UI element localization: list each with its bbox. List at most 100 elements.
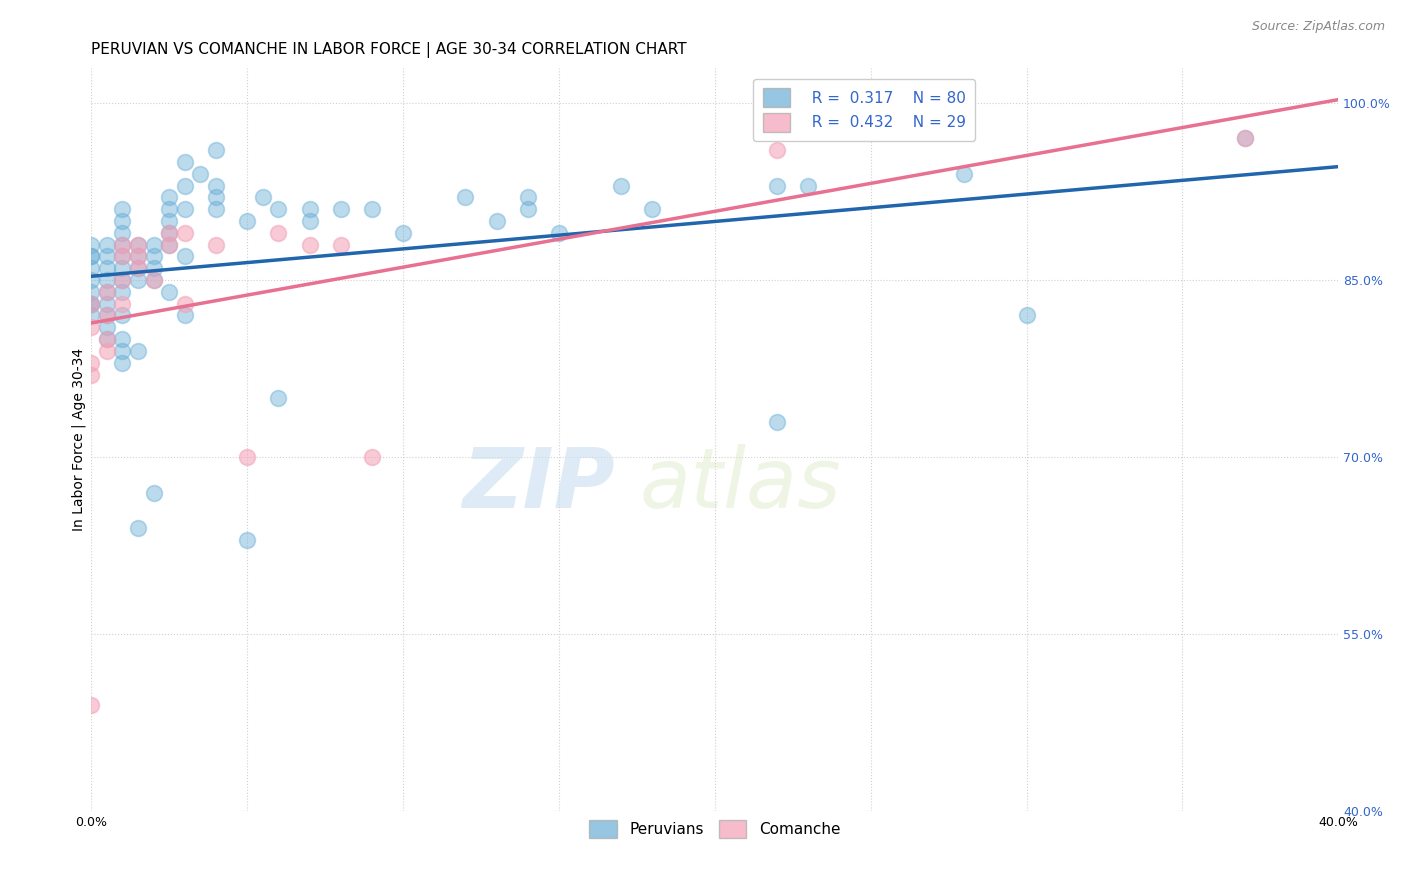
Point	[96, 296, 118, 310]
Point	[157, 237, 180, 252]
Point	[142, 485, 165, 500]
Text: ZIP: ZIP	[463, 443, 614, 524]
Point	[953, 167, 976, 181]
Point	[1015, 309, 1038, 323]
Point	[267, 202, 290, 217]
Point	[96, 332, 118, 346]
Point	[80, 237, 103, 252]
Point	[1233, 131, 1256, 145]
Point	[454, 190, 477, 204]
Point	[236, 214, 259, 228]
Point	[96, 320, 118, 334]
Point	[127, 250, 149, 264]
Point	[80, 309, 103, 323]
Point	[96, 285, 118, 299]
Point	[127, 521, 149, 535]
Point	[111, 343, 134, 358]
Point	[111, 226, 134, 240]
Point	[111, 356, 134, 370]
Point	[96, 250, 118, 264]
Point	[96, 343, 118, 358]
Point	[111, 273, 134, 287]
Point	[80, 296, 103, 310]
Point	[516, 202, 538, 217]
Point	[127, 261, 149, 276]
Point	[157, 202, 180, 217]
Point	[111, 237, 134, 252]
Point	[329, 202, 352, 217]
Point	[173, 250, 195, 264]
Point	[252, 190, 274, 204]
Point	[96, 309, 118, 323]
Point	[111, 296, 134, 310]
Text: Source: ZipAtlas.com: Source: ZipAtlas.com	[1251, 20, 1385, 33]
Point	[1233, 131, 1256, 145]
Point	[267, 226, 290, 240]
Point	[111, 332, 134, 346]
Point	[96, 261, 118, 276]
Point	[298, 202, 321, 217]
Point	[142, 273, 165, 287]
Point	[173, 296, 195, 310]
Point	[766, 415, 789, 429]
Point	[360, 450, 382, 464]
Point	[142, 237, 165, 252]
Point	[205, 237, 228, 252]
Point	[127, 273, 149, 287]
Point	[111, 250, 134, 264]
Point	[205, 143, 228, 157]
Point	[80, 250, 103, 264]
Point	[96, 332, 118, 346]
Point	[329, 237, 352, 252]
Text: PERUVIAN VS COMANCHE IN LABOR FORCE | AGE 30-34 CORRELATION CHART: PERUVIAN VS COMANCHE IN LABOR FORCE | AG…	[91, 42, 688, 58]
Point	[111, 202, 134, 217]
Point	[80, 285, 103, 299]
Point	[142, 250, 165, 264]
Point	[610, 178, 633, 193]
Point	[80, 273, 103, 287]
Point	[96, 309, 118, 323]
Point	[267, 391, 290, 405]
Point	[298, 214, 321, 228]
Point	[236, 533, 259, 547]
Point	[96, 237, 118, 252]
Point	[80, 698, 103, 712]
Point	[392, 226, 415, 240]
Point	[111, 309, 134, 323]
Point	[111, 285, 134, 299]
Point	[157, 214, 180, 228]
Point	[142, 273, 165, 287]
Point	[111, 273, 134, 287]
Point	[766, 178, 789, 193]
Point	[548, 226, 571, 240]
Point	[516, 190, 538, 204]
Point	[360, 202, 382, 217]
Point	[142, 261, 165, 276]
Point	[485, 214, 508, 228]
Point	[173, 202, 195, 217]
Point	[80, 296, 103, 310]
Point	[236, 450, 259, 464]
Legend: Peruvians, Comanche: Peruvians, Comanche	[583, 814, 846, 845]
Point	[80, 261, 103, 276]
Y-axis label: In Labor Force | Age 30-34: In Labor Force | Age 30-34	[72, 348, 86, 531]
Point	[205, 178, 228, 193]
Point	[157, 237, 180, 252]
Point	[127, 250, 149, 264]
Point	[190, 167, 212, 181]
Point	[173, 226, 195, 240]
Point	[173, 178, 195, 193]
Point	[157, 226, 180, 240]
Point	[127, 237, 149, 252]
Point	[173, 309, 195, 323]
Point	[127, 343, 149, 358]
Point	[157, 226, 180, 240]
Point	[298, 237, 321, 252]
Point	[111, 237, 134, 252]
Point	[205, 202, 228, 217]
Point	[80, 368, 103, 382]
Point	[111, 261, 134, 276]
Point	[797, 178, 820, 193]
Point	[766, 143, 789, 157]
Point	[157, 285, 180, 299]
